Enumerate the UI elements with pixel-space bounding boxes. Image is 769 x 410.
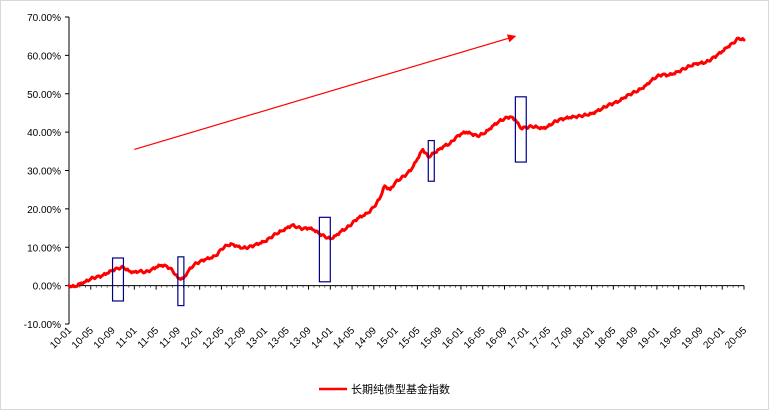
x-tick-label: 17-05 <box>527 325 553 351</box>
y-tick-label: 0.00% <box>33 282 61 293</box>
chart-annotations <box>111 34 527 307</box>
x-tick-label: 10-05 <box>70 325 96 351</box>
y-tick-label: 50.00% <box>27 90 61 101</box>
x-tick-label: 13-01 <box>244 325 270 351</box>
x-tick-label: 17-01 <box>506 325 532 351</box>
y-tick-label: 10.00% <box>27 243 61 254</box>
x-tick-label: 15-01 <box>375 325 401 351</box>
y-tick-label: 20.00% <box>27 205 61 216</box>
series-line <box>67 36 746 289</box>
y-tick-label: -10.00% <box>24 320 61 331</box>
x-tick-label: 12-09 <box>222 325 248 351</box>
x-tick-label: 11-01 <box>114 325 140 351</box>
x-tick-label: 19-09 <box>680 325 706 351</box>
x-tick-label: 14-01 <box>310 325 336 351</box>
x-tick-label: 14-09 <box>353 325 379 351</box>
legend-label: 长期纯债型基金指数 <box>351 382 450 396</box>
x-tick-label: 11-09 <box>158 325 184 351</box>
x-tick-label: 12-05 <box>201 325 227 351</box>
x-tick-label: 10-09 <box>92 325 118 351</box>
x-tick-label: 19-01 <box>636 325 662 351</box>
x-tick-label: 16-05 <box>462 325 488 351</box>
y-tick-label: 30.00% <box>27 167 61 178</box>
x-tick-label: 15-09 <box>418 325 444 351</box>
x-tick-label: 17-09 <box>549 325 575 351</box>
x-tick-label: 11-05 <box>136 325 162 351</box>
x-tick-label: 16-09 <box>484 325 510 351</box>
chart-legend: 长期纯债型基金指数 <box>319 382 450 396</box>
chart-marks <box>67 36 746 289</box>
y-tick-label: 40.00% <box>27 128 61 139</box>
x-tick-label: 20-05 <box>723 325 749 351</box>
highlight-box <box>514 96 527 163</box>
x-tick-label: 14-05 <box>331 325 357 351</box>
highlight-box <box>318 216 331 283</box>
x-tick-label: 15-05 <box>397 325 423 351</box>
chart-axes: -10.00% 0.00% 10.00% 20.00% 30.00% 40.00% 50.0… <box>24 13 750 351</box>
highlight-box <box>177 256 185 307</box>
x-tick-label: 18-01 <box>571 325 597 351</box>
x-tick-label: 12-01 <box>179 325 205 351</box>
x-tick-label: 19-05 <box>658 325 684 351</box>
highlight-box <box>427 139 435 182</box>
x-tick-label: 13-09 <box>288 325 314 351</box>
y-tick-label: 70.00% <box>27 13 61 24</box>
x-tick-label: 13-05 <box>266 325 292 351</box>
x-tick-label: 20-01 <box>701 325 727 351</box>
x-tick-label: 16-01 <box>440 325 466 351</box>
x-tick-label: 18-05 <box>593 325 619 351</box>
highlight-box <box>111 257 125 302</box>
y-tick-label: 60.00% <box>27 51 61 62</box>
x-tick-label: 18-09 <box>614 325 640 351</box>
trend-arrow <box>134 34 517 150</box>
